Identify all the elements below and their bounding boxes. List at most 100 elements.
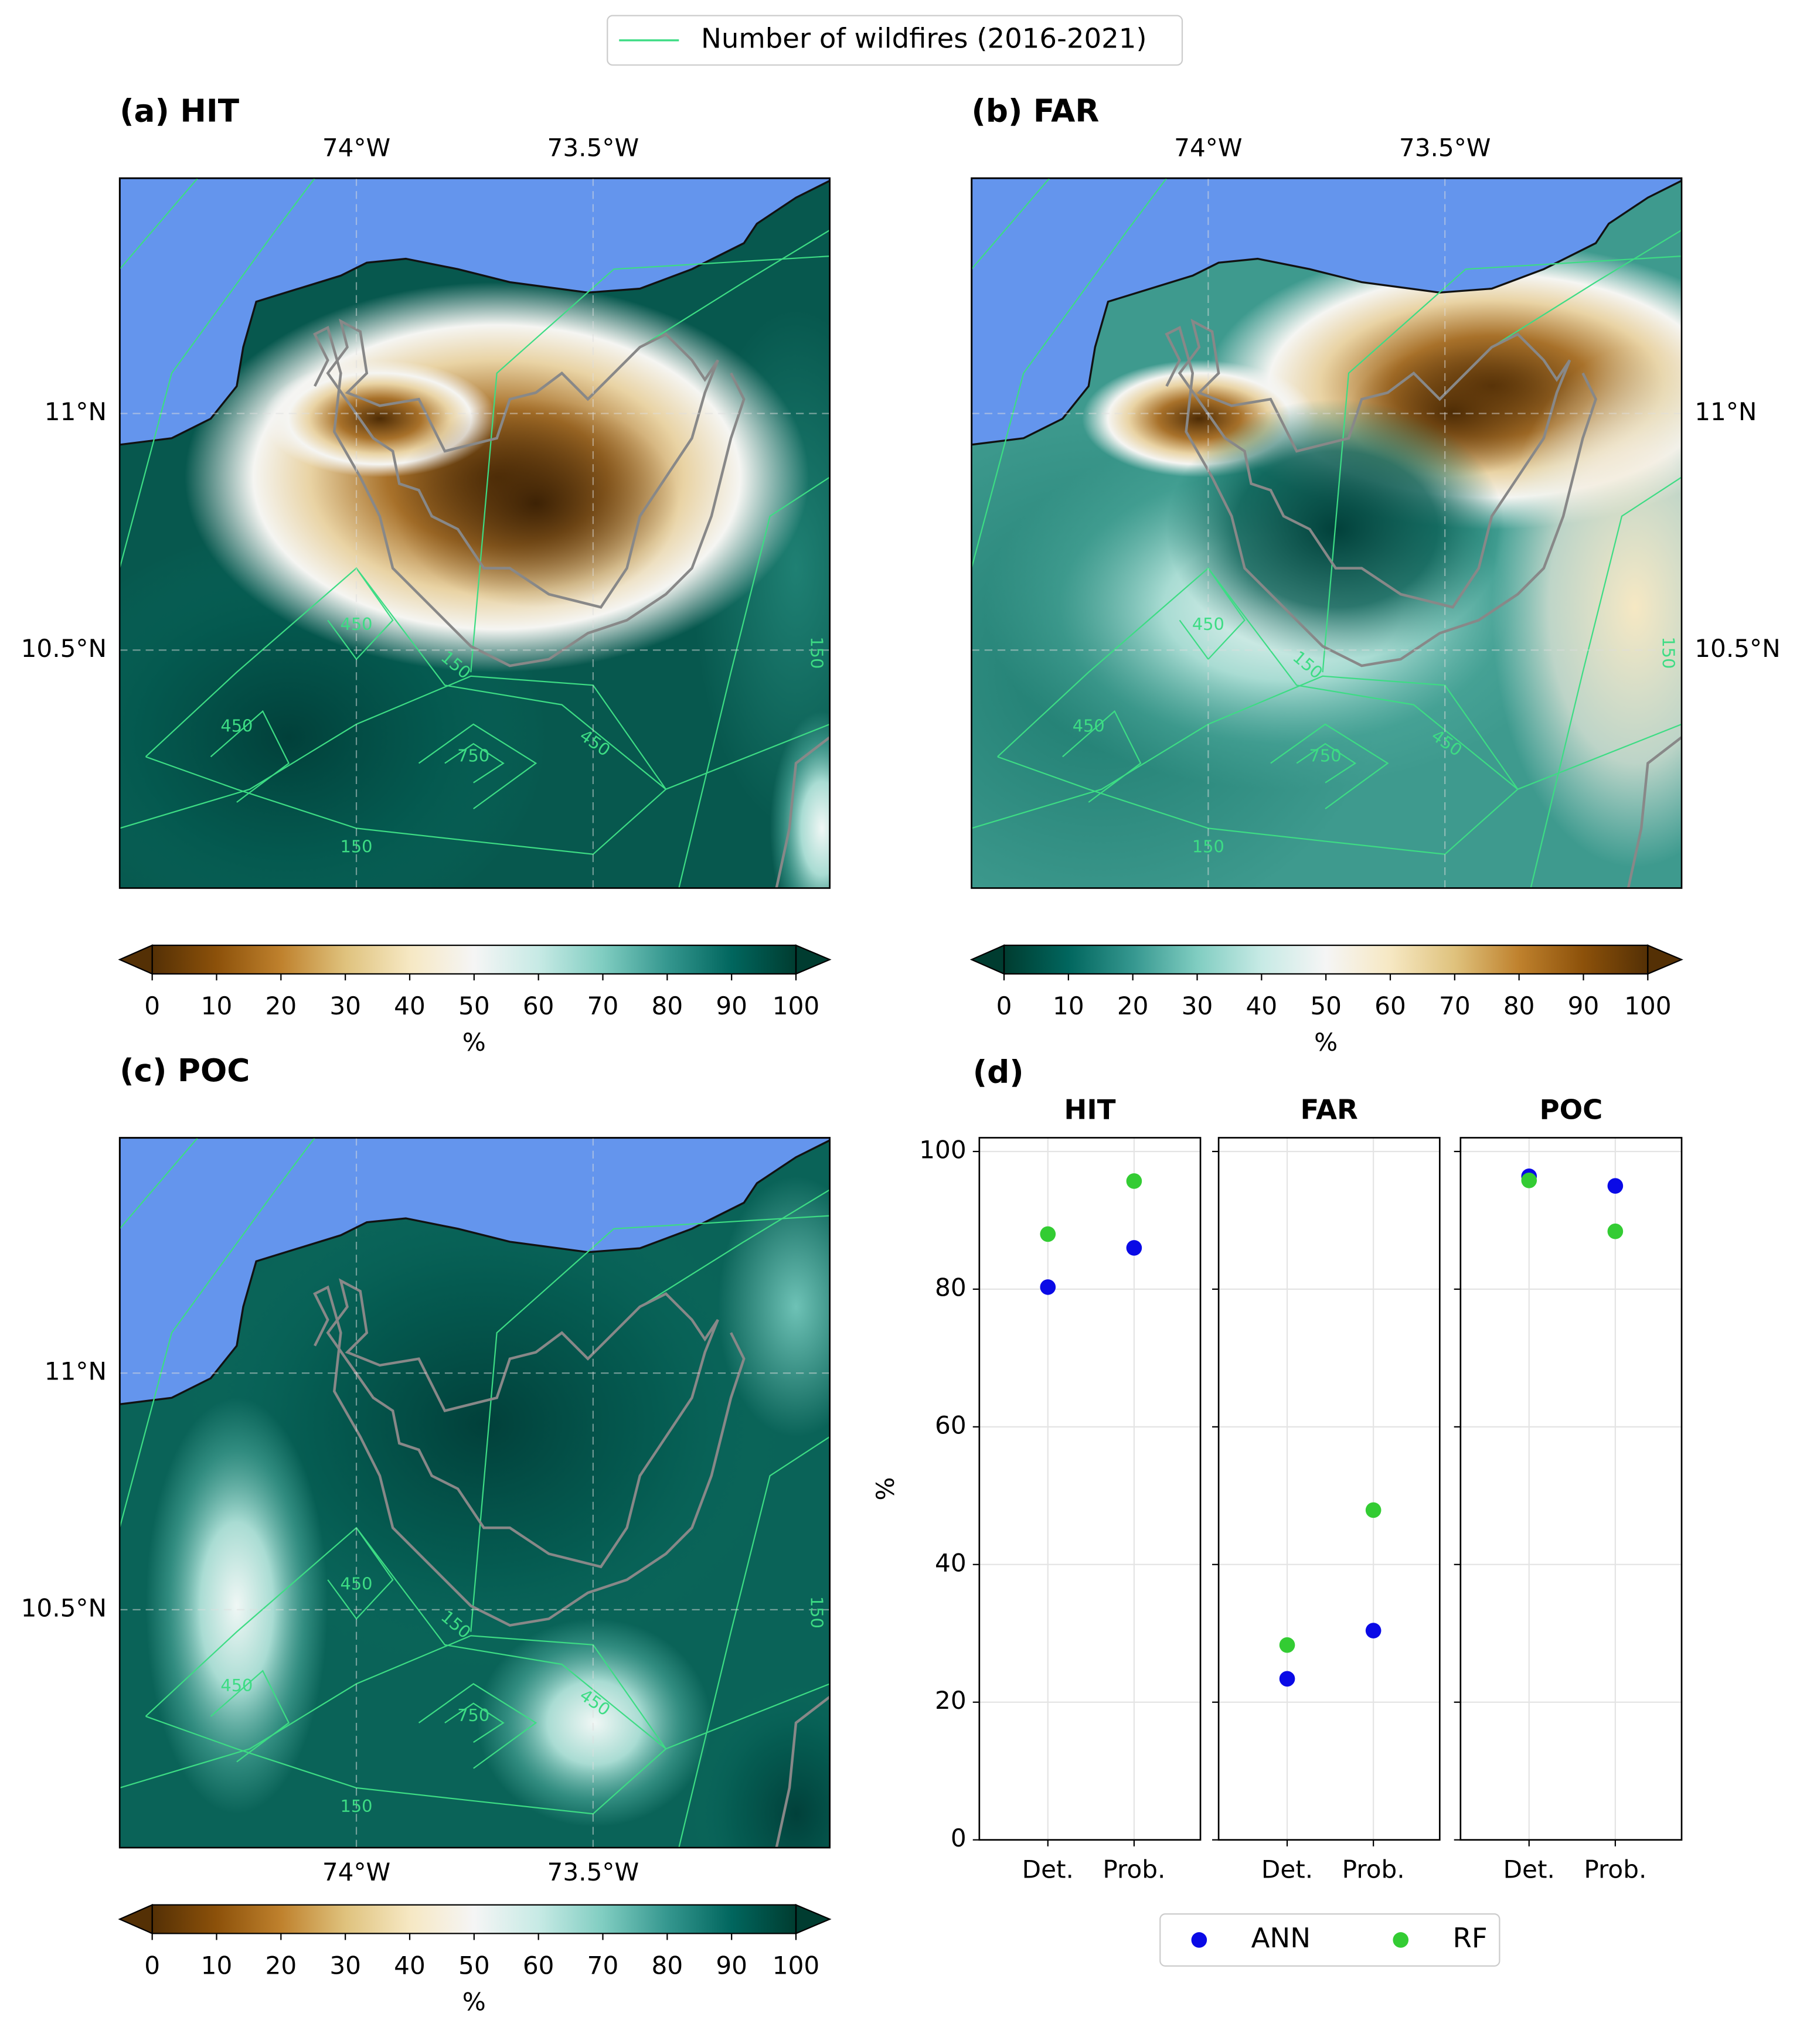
point — [1040, 1279, 1056, 1295]
colorbar-tick-label: 100 — [1624, 992, 1671, 1020]
colorbar-tick-label: 90 — [716, 992, 747, 1020]
x-tick-label: Det. — [1022, 1855, 1074, 1883]
axes-frame — [1217, 1137, 1441, 1841]
terrain-contour — [775, 1695, 830, 1848]
wildfire-contour — [1322, 255, 1682, 673]
colorbar-tick-label: 80 — [1503, 992, 1535, 1020]
heat-region — [1492, 347, 1682, 867]
wildfire-contour — [418, 1683, 537, 1769]
y-tick-label: 40 — [935, 1548, 967, 1577]
legend-label: Number of wildfires (2016-2021) — [701, 22, 1147, 54]
colorbar — [152, 945, 796, 974]
lat-label: 11°N — [1694, 397, 1757, 426]
wildfire-contour — [971, 178, 1050, 270]
point — [1607, 1223, 1624, 1239]
wildfire-contour — [418, 723, 537, 810]
wildfire-contour — [210, 1670, 290, 1763]
colorbar-tick-label: 40 — [1246, 992, 1278, 1020]
colorbar-tick-label: 10 — [1053, 992, 1084, 1020]
wildfire-contour — [120, 178, 315, 568]
point — [1279, 1671, 1295, 1687]
lat-label: 11°N — [45, 397, 107, 426]
wildfire-contour — [327, 567, 394, 660]
colorbar-tick-label: 10 — [201, 1951, 233, 1980]
wildfire-contour — [120, 1137, 315, 1528]
colorbar-tick-label: 20 — [266, 992, 297, 1020]
colorbar-tick-label: 100 — [773, 992, 819, 1020]
x-tick-label: Det. — [1503, 1855, 1555, 1883]
chart-title: (d) — [973, 1054, 1024, 1090]
wildfire-contour — [120, 1137, 199, 1229]
heat-region — [145, 1398, 328, 1814]
colorbar-tick-label: 20 — [1117, 992, 1149, 1020]
wildfire-contour — [1062, 710, 1142, 803]
point — [1040, 1226, 1056, 1242]
colorbar-label: % — [1314, 1028, 1338, 1057]
lat-label: 11°N — [45, 1357, 107, 1386]
colorbar-extend — [795, 1903, 832, 1935]
map-frame — [971, 177, 1683, 889]
legend-marker — [1191, 1932, 1207, 1948]
lat-label: 10.5°N — [21, 1593, 107, 1622]
wildfire-contour — [470, 255, 830, 673]
colorbar-extend — [118, 944, 153, 975]
wildfire-contour — [145, 1527, 667, 1815]
contour-label: 450 — [341, 1574, 373, 1594]
y-tick-label: 0 — [951, 1824, 967, 1852]
terrain-contour — [326, 1278, 719, 1569]
map-frame — [118, 1137, 831, 1849]
lon-label: 74°W — [1174, 134, 1242, 162]
terrain-contour — [326, 318, 719, 609]
colorbar-tick-label: 60 — [523, 1951, 554, 1980]
wildfire-contour — [470, 1215, 830, 1632]
terrain-contour — [313, 1285, 746, 1627]
colorbar-extend — [1647, 944, 1683, 975]
lon-label: 73.5°W — [1399, 134, 1491, 162]
y-tick-label: 100 — [919, 1135, 966, 1164]
point — [1365, 1502, 1382, 1518]
terrain-contour — [775, 736, 830, 888]
colorbar-extend — [795, 944, 832, 975]
legend-marker — [1393, 1932, 1409, 1948]
lon-label: 73.5°W — [547, 134, 639, 162]
colorbar-tick-label: 50 — [458, 992, 490, 1020]
colorbar-tick-label: 80 — [652, 992, 683, 1020]
point — [1521, 1172, 1537, 1188]
terrain-contour — [313, 325, 746, 667]
colorbar-extend — [969, 944, 1005, 975]
colorbar-tick-label: 0 — [996, 992, 1012, 1020]
subplot-title: HIT — [1064, 1094, 1115, 1126]
wildfire-contour — [120, 178, 199, 270]
heat-region — [477, 1619, 712, 1827]
wildfire-contour — [1179, 567, 1246, 660]
panel-title: (b) FAR — [972, 93, 1100, 130]
colorbar — [152, 1905, 796, 1934]
colorbar-label: % — [462, 1028, 486, 1057]
colorbar-tick-label: 60 — [1374, 992, 1406, 1020]
y-tick-label: 80 — [935, 1273, 967, 1302]
point — [1607, 1178, 1624, 1194]
colorbar — [1004, 945, 1648, 974]
contour-label: 450 — [1073, 716, 1105, 735]
colorbar-extend — [118, 1903, 153, 1935]
colorbar-tick-label: 50 — [1310, 992, 1342, 1020]
colorbar-tick-label: 70 — [1439, 992, 1471, 1020]
ocean — [971, 178, 1682, 446]
colorbar-tick-label: 20 — [266, 1951, 297, 1980]
y-tick-label: 20 — [935, 1686, 967, 1715]
contour-label: 450 — [220, 1675, 253, 1695]
colorbar-tick-label: 90 — [716, 1951, 747, 1980]
heat-region — [393, 399, 679, 608]
terrain-contour — [1165, 325, 1597, 667]
lat-label: 10.5°N — [1694, 634, 1780, 663]
colorbar-tick-label: 30 — [1182, 992, 1213, 1020]
point — [1365, 1623, 1382, 1638]
wildfire-contour — [678, 476, 830, 888]
wildfire-contour — [444, 742, 505, 783]
colorbar-tick-label: 70 — [587, 992, 619, 1020]
colorbar-tick-label: 30 — [329, 1951, 361, 1980]
y-axis-label: % — [871, 1477, 900, 1501]
contour-label: 750 — [1309, 745, 1342, 765]
colorbar-tick-label: 60 — [523, 992, 554, 1020]
